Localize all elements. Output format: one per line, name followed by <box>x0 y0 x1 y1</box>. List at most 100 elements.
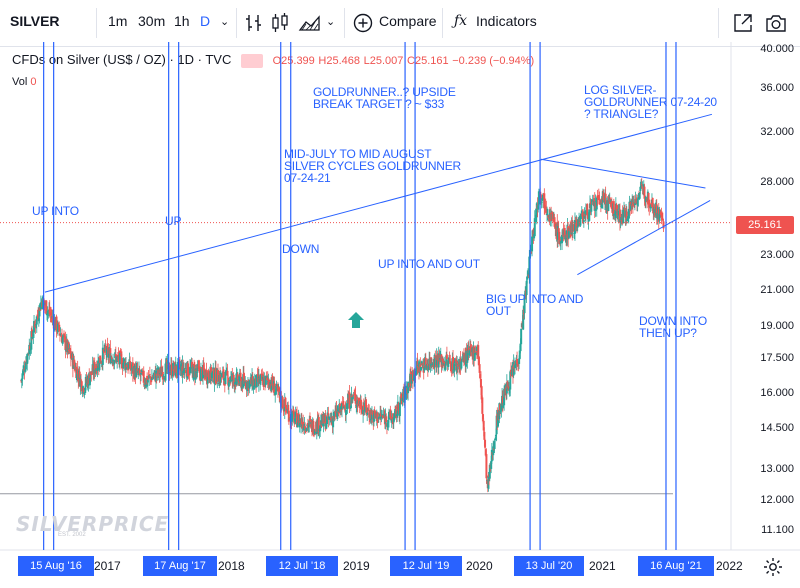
candle-body <box>178 360 181 363</box>
candle-body <box>592 200 595 206</box>
candle-body <box>563 228 566 235</box>
candle-body <box>270 383 273 388</box>
candle-body <box>344 408 347 413</box>
camera-icon[interactable] <box>764 12 788 34</box>
candle-body <box>177 361 180 363</box>
candle-body <box>456 361 459 367</box>
candle-body <box>659 211 662 215</box>
area-chart-icon[interactable] <box>298 12 322 34</box>
candle-body <box>401 397 404 401</box>
candle-body <box>462 353 465 361</box>
candle-body <box>330 418 333 423</box>
candle-body <box>424 357 427 365</box>
candle-body <box>137 371 140 373</box>
candle-body <box>50 317 53 319</box>
symbol-label[interactable]: SILVER <box>10 13 60 29</box>
candle-body <box>569 231 572 237</box>
interval-1h[interactable]: 1h <box>174 13 190 29</box>
candle-body <box>188 372 191 375</box>
candle-body <box>576 219 579 227</box>
candle-body <box>639 186 642 191</box>
candle-body <box>170 363 173 377</box>
candle-body <box>250 377 253 385</box>
candle-body <box>293 418 296 422</box>
candle-body <box>335 408 338 417</box>
candle-body <box>273 383 276 396</box>
candle-body <box>586 213 589 220</box>
candle-body <box>458 364 461 367</box>
candle-body <box>503 388 506 406</box>
candle-body <box>202 364 205 371</box>
candle-body <box>331 418 334 426</box>
candle-body <box>241 379 244 388</box>
candle-body <box>191 369 194 378</box>
settings-gear-icon[interactable] <box>762 556 784 578</box>
candle-body <box>225 369 228 373</box>
candles-icon[interactable] <box>270 12 290 34</box>
candle-body <box>614 203 617 218</box>
candle-body <box>640 186 643 188</box>
candle-body <box>632 203 635 204</box>
candle-body <box>560 239 563 242</box>
candle-body <box>383 416 386 418</box>
candle-body <box>428 358 431 367</box>
candle-body <box>128 359 131 366</box>
candle-body <box>408 383 411 387</box>
candle-body <box>261 373 264 381</box>
candle-body <box>300 418 303 426</box>
candle-body <box>361 409 364 414</box>
indicators-button[interactable]: Indicators <box>476 13 537 29</box>
y-tick-label: 11.100 <box>761 524 794 536</box>
candle-body <box>640 184 643 186</box>
candle-body <box>567 226 570 240</box>
fullscreen-icon[interactable] <box>732 12 754 34</box>
annotation-log-silver: LOG SILVER- GOLDRUNNER 07-24-20 ? TRIANG… <box>584 83 717 121</box>
triangle-upper-line <box>540 158 706 189</box>
candle-body <box>82 388 85 394</box>
candle-body <box>66 339 69 353</box>
candle-body <box>135 368 138 377</box>
candle-body <box>646 198 649 203</box>
interval-d[interactable]: D <box>200 13 211 29</box>
candle-body <box>387 420 390 423</box>
candle-body <box>500 405 503 411</box>
candle-body <box>348 392 351 409</box>
candle-body <box>362 404 365 410</box>
candle-body <box>508 388 511 394</box>
plus-circle-icon[interactable] <box>352 12 374 34</box>
candle-body <box>84 377 87 387</box>
candle-body <box>127 364 130 371</box>
candle-body <box>200 367 203 369</box>
candle-body <box>431 363 434 367</box>
interval-30m[interactable]: 30m <box>138 13 166 29</box>
candle-body <box>398 402 401 417</box>
candle-body <box>261 377 264 380</box>
candle-body <box>251 375 254 389</box>
chevron-down-icon[interactable]: ⌄ <box>326 16 336 28</box>
candle-body <box>78 371 81 387</box>
interval-1m[interactable]: 1m <box>108 13 128 29</box>
candle-body <box>494 438 497 440</box>
function-icon[interactable]: ƒx <box>454 13 468 29</box>
candle-body <box>419 363 422 373</box>
candle-body <box>562 229 565 237</box>
candle-body <box>442 361 445 366</box>
bar-chart-icon[interactable] <box>244 12 264 34</box>
candle-body <box>608 198 611 202</box>
candle-body <box>42 298 45 301</box>
compare-button[interactable]: Compare <box>379 13 437 29</box>
candle-body <box>531 236 534 252</box>
candle-body <box>516 361 519 367</box>
candle-body <box>458 358 461 367</box>
candle-body <box>573 220 576 234</box>
candle-body <box>65 349 68 351</box>
candle-body <box>444 363 447 370</box>
candle-body <box>207 370 210 378</box>
candle-body <box>550 212 553 222</box>
legend-toggle[interactable] <box>240 53 263 68</box>
chevron-down-icon[interactable]: ⌄ <box>220 16 230 28</box>
candle-body <box>383 414 386 425</box>
candle-body <box>638 195 641 197</box>
candle-body <box>65 340 68 349</box>
candle-body <box>103 349 106 353</box>
